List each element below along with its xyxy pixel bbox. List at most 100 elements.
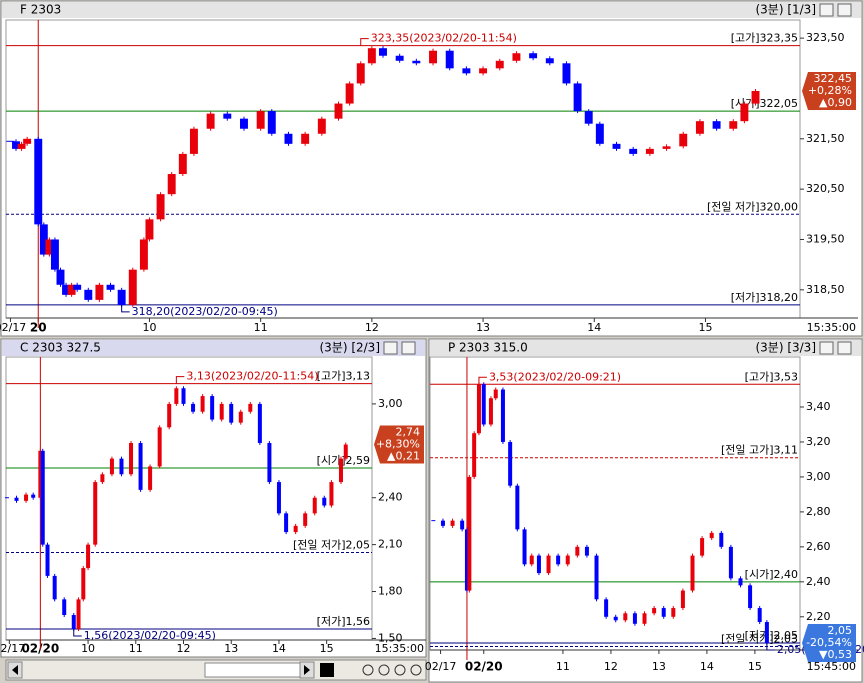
candle bbox=[500, 389, 505, 442]
candle bbox=[95, 284, 104, 300]
candle bbox=[52, 575, 57, 600]
plot-area bbox=[5, 19, 801, 319]
candle bbox=[284, 513, 289, 533]
level-label: [전일 저가]2,05 bbox=[293, 537, 370, 551]
candle bbox=[460, 520, 465, 530]
y-tick-label: 2,40 bbox=[378, 491, 403, 504]
price-box-price: 322,45 bbox=[814, 72, 853, 85]
x-tick-label: 02/17 bbox=[0, 321, 26, 334]
candle bbox=[573, 83, 582, 112]
y-tick-label: 3,00 bbox=[806, 470, 831, 483]
candle bbox=[751, 90, 760, 104]
header-button[interactable] bbox=[819, 3, 834, 17]
x-tick-label: 12 bbox=[177, 642, 191, 655]
candle bbox=[612, 143, 621, 149]
y-tick-label: 318,50 bbox=[806, 283, 845, 296]
header-button[interactable] bbox=[837, 3, 852, 17]
level-label: [저가]318,20 bbox=[731, 291, 798, 304]
x-tick-label: 15 bbox=[748, 660, 762, 673]
candle bbox=[345, 83, 354, 104]
candle bbox=[495, 60, 504, 69]
candle bbox=[100, 474, 105, 483]
plot-area bbox=[5, 356, 373, 641]
chart-panel: P 2303 315.0 (3분) [3/3] 3,40 3,20 3,00 2,80 2,… bbox=[425, 338, 864, 683]
candle bbox=[148, 466, 153, 490]
candle bbox=[301, 133, 310, 144]
candle bbox=[267, 442, 272, 483]
candle bbox=[709, 532, 714, 539]
candle bbox=[343, 444, 348, 459]
candle bbox=[219, 403, 224, 420]
candle bbox=[86, 544, 91, 569]
candle bbox=[508, 441, 513, 486]
candle bbox=[690, 555, 695, 591]
panel-title: C 2303 327.5 bbox=[20, 341, 101, 355]
candle bbox=[729, 121, 738, 129]
x-tick-label: 15 bbox=[698, 321, 712, 334]
price-box-change: ▲0,21 bbox=[387, 450, 420, 463]
candle bbox=[604, 599, 609, 617]
candle bbox=[594, 555, 599, 600]
candle bbox=[167, 403, 172, 428]
x-tick-label: 15 bbox=[320, 642, 334, 655]
candle bbox=[109, 458, 114, 475]
candle bbox=[145, 219, 154, 240]
candle bbox=[329, 482, 334, 506]
candle bbox=[157, 427, 162, 467]
y-tick-label: 2,80 bbox=[806, 505, 831, 518]
x-tick-label: 10 bbox=[142, 321, 156, 334]
candle bbox=[738, 578, 743, 586]
candle bbox=[56, 269, 65, 285]
x-tick-label: 11 bbox=[254, 321, 268, 334]
panel-header bbox=[430, 340, 861, 356]
y-tick-label: 320,50 bbox=[806, 182, 845, 195]
x-axis-end-label: 15:35:00 bbox=[375, 642, 424, 655]
candle bbox=[223, 113, 232, 119]
candle bbox=[334, 103, 343, 119]
candle bbox=[14, 497, 19, 501]
candle bbox=[512, 53, 521, 61]
x-tick-label: 02/20 bbox=[465, 660, 503, 674]
candle bbox=[529, 555, 534, 565]
level-label: [고가]3,53 bbox=[745, 370, 798, 383]
candle bbox=[450, 520, 455, 526]
candle bbox=[257, 403, 262, 443]
candle bbox=[679, 133, 688, 147]
annotation-arrow bbox=[360, 38, 369, 46]
candle bbox=[31, 494, 36, 498]
x-tick-label: 13 bbox=[652, 660, 666, 673]
level-label: [시가]2,40 bbox=[745, 568, 798, 581]
header-button[interactable] bbox=[401, 341, 416, 355]
candle bbox=[240, 118, 248, 129]
candle bbox=[462, 68, 471, 74]
candle bbox=[565, 555, 570, 565]
x-tick-label: 12 bbox=[604, 660, 618, 673]
candle bbox=[45, 239, 54, 255]
header-button[interactable] bbox=[383, 341, 398, 355]
candle bbox=[156, 194, 165, 220]
price-box-change: ▼0,53 bbox=[819, 648, 852, 661]
y-tick-label: 1,50 bbox=[378, 631, 403, 644]
candle bbox=[488, 398, 493, 425]
candle bbox=[671, 608, 676, 617]
annotation-arrow bbox=[73, 629, 82, 637]
panel-header bbox=[2, 340, 425, 356]
header-button[interactable] bbox=[819, 341, 834, 355]
x-tick-label: 12 bbox=[365, 321, 379, 334]
price-box bbox=[374, 425, 424, 464]
candle bbox=[81, 568, 86, 600]
y-tick-label: 319,50 bbox=[806, 232, 845, 245]
candle bbox=[267, 111, 276, 134]
y-tick-label: 2,60 bbox=[806, 540, 831, 553]
candle bbox=[119, 458, 124, 475]
candle bbox=[45, 544, 50, 576]
candle bbox=[71, 614, 76, 630]
candle bbox=[129, 442, 134, 475]
candle bbox=[200, 396, 205, 412]
panel-header-info: (3분) [1/3] bbox=[755, 3, 816, 17]
candle bbox=[546, 555, 551, 574]
candle bbox=[24, 494, 29, 501]
x-tick-label: 11 bbox=[129, 642, 143, 655]
scrollbar[interactable] bbox=[5, 659, 427, 681]
header-button[interactable] bbox=[837, 341, 852, 355]
